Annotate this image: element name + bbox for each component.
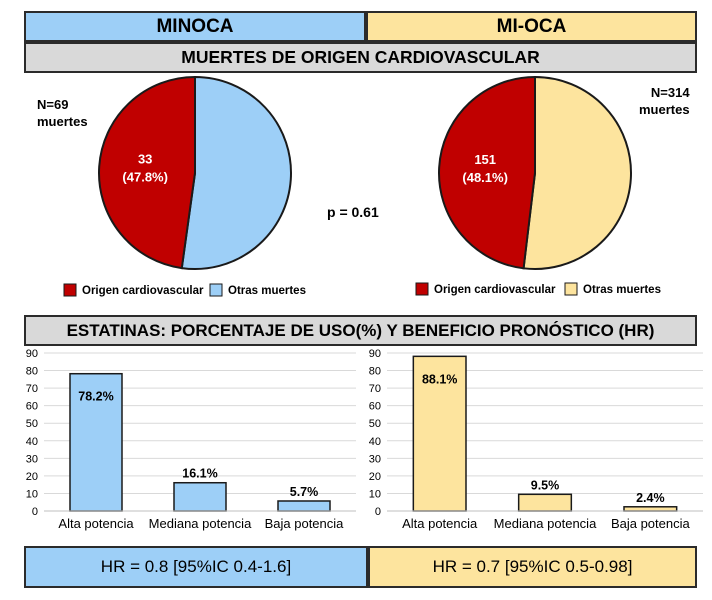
minoca-ytick-label: 70 — [26, 383, 38, 395]
minoca-slice-cardiovascular — [98, 75, 196, 270]
mioca-slice-other-deaths — [522, 75, 632, 270]
minoca-n-label: N=69 muertes — [37, 96, 88, 130]
mioca-bar-value-label: 2.4% — [636, 491, 665, 505]
minoca-ytick-label: 20 — [26, 471, 38, 483]
mioca-ytick-label: 90 — [369, 348, 381, 360]
minoca-legend-label-other: Otras muertes — [228, 285, 306, 297]
minoca-ytick-label: 50 — [26, 418, 38, 430]
mioca-header-label: MI-OCA — [496, 15, 567, 37]
mioca-category-label: Baja potencia — [611, 516, 691, 531]
mioca-n-count: N=314 — [650, 85, 690, 100]
statins-banner: ESTATINAS: PORCENTAJE DE USO(%) Y BENEFI… — [24, 315, 697, 346]
mioca-ytick-label: 10 — [369, 488, 381, 500]
mioca-ytick-label: 70 — [369, 383, 381, 395]
minoca-ytick-label: 30 — [26, 453, 38, 465]
mioca-bar-value-label: 9.5% — [531, 478, 560, 492]
statins-title: ESTATINAS: PORCENTAJE DE USO(%) Y BENEFI… — [66, 320, 655, 340]
mioca-n-sublabel: muertes — [639, 102, 690, 117]
mioca-ytick-label: 0 — [375, 506, 381, 518]
minoca-legend-swatch-other — [209, 283, 223, 297]
mioca-hr-box: HR = 0.7 [95%IC 0.5-0.98] — [368, 546, 697, 588]
minoca-legend-swatch-cardiovascular — [63, 283, 77, 297]
mioca-ytick-label: 40 — [369, 436, 381, 448]
minoca-n-count: N=69 — [37, 97, 69, 112]
minoca-header-label: MINOCA — [156, 15, 234, 37]
minoca-bar-value-label: 5.7% — [290, 485, 319, 499]
minoca-slice-other-deaths — [180, 75, 292, 270]
minoca-category-label: Baja potencia — [265, 516, 345, 531]
mioca-bar-1 — [517, 493, 573, 512]
mioca-legend-swatch-cardiovascular — [415, 282, 429, 296]
mioca-bar-value-label: 88.1% — [422, 372, 457, 386]
mioca-cv-count-label: 151 — [474, 152, 496, 167]
mioca-ytick-label: 80 — [369, 366, 381, 378]
mioca-n-label: N=314 muertes — [639, 84, 690, 118]
minoca-ytick-label: 0 — [32, 506, 38, 518]
minoca-bar-value-label: 78.2% — [78, 390, 113, 404]
p-value: p = 0.61 — [327, 204, 379, 220]
minoca-ytick-label: 90 — [26, 348, 38, 360]
mioca-ytick-label: 50 — [369, 418, 381, 430]
minoca-ytick-label: 60 — [26, 401, 38, 413]
cv-deaths-banner: MUERTES DE ORIGEN CARDIOVASCULAR — [24, 42, 697, 73]
minoca-bar-2 — [277, 500, 331, 512]
minoca-ytick-label: 10 — [26, 488, 38, 500]
mioca-bar-2 — [623, 506, 678, 512]
mioca-hr-text: HR = 0.7 [95%IC 0.5-0.98] — [432, 557, 633, 576]
minoca-category-label: Alta potencia — [58, 516, 134, 531]
mioca-legend-label-other: Otras muertes — [583, 284, 661, 296]
mioca-ytick-label: 30 — [369, 453, 381, 465]
minoca-cv-count-label: 33 — [138, 152, 152, 167]
mioca-bar-0 — [412, 355, 467, 512]
minoca-legend-label-cardiovascular: Origen cardiovascular — [82, 285, 204, 297]
mioca-category-label: Alta potencia — [402, 516, 478, 531]
minoca-bar-0 — [69, 372, 123, 512]
mioca-header: MI-OCA — [366, 11, 697, 42]
mioca-ytick-label: 60 — [369, 401, 381, 413]
minoca-bar-value-label: 16.1% — [182, 467, 217, 481]
mioca-ytick-label: 20 — [369, 471, 381, 483]
minoca-hr-box: HR = 0.8 [95%IC 0.4-1.6] — [24, 546, 368, 588]
minoca-ytick-label: 80 — [26, 366, 38, 378]
minoca-hr-text: HR = 0.8 [95%IC 0.4-1.6] — [100, 557, 292, 576]
mioca-category-label: Mediana potencia — [494, 516, 597, 531]
mioca-legend-label-cardiovascular: Origen cardiovascular — [434, 284, 556, 296]
mioca-cv-pct-label: (48.1%) — [462, 170, 508, 185]
mioca-legend-swatch-other — [564, 282, 578, 296]
mioca-slice-cardiovascular — [438, 75, 536, 270]
minoca-bar-1 — [173, 481, 227, 512]
minoca-cv-pct-label: (47.8%) — [122, 170, 168, 185]
minoca-ytick-label: 40 — [26, 436, 38, 448]
minoca-category-label: Mediana potencia — [149, 516, 252, 531]
minoca-header: MINOCA — [24, 11, 366, 42]
minoca-n-sublabel: muertes — [37, 114, 88, 129]
cv-deaths-title: MUERTES DE ORIGEN CARDIOVASCULAR — [181, 47, 540, 67]
charts-canvas: 33 (47.8%) Origen cardiovascular Otras muer… — [26, 75, 703, 531]
